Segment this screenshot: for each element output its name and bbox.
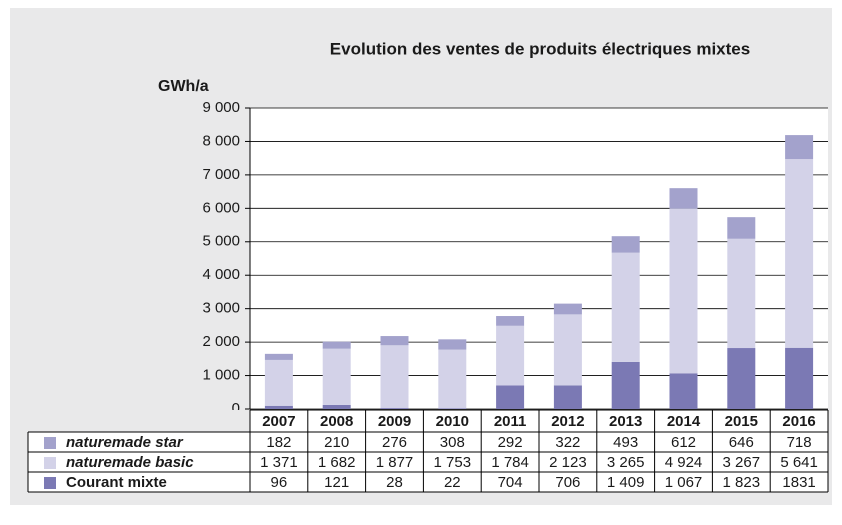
- bar-segment: [496, 316, 525, 326]
- x-tick-label: 2015: [725, 413, 758, 430]
- x-tick-label: 2014: [667, 413, 701, 430]
- x-tick-label: 2008: [320, 413, 353, 430]
- bar-segment: [496, 325, 525, 386]
- y-tick-label: 7 000: [202, 166, 240, 183]
- legend-swatch: [44, 457, 56, 469]
- table-value: 1 409: [607, 474, 645, 491]
- table-value: 612: [671, 434, 696, 451]
- bar-segment: [264, 359, 293, 406]
- bar-segment: [785, 135, 814, 160]
- legend-swatch: [44, 477, 56, 489]
- table-value: 704: [498, 474, 523, 491]
- bar-segment: [669, 188, 698, 209]
- table-value: 292: [498, 434, 523, 451]
- x-tick-label: 2012: [551, 413, 584, 430]
- table-value: 1 823: [723, 474, 761, 491]
- bar-segment: [611, 361, 640, 409]
- bar-segment: [438, 349, 467, 409]
- table-value: 706: [555, 474, 580, 491]
- table-value: 210: [324, 434, 349, 451]
- table-value: 4 924: [665, 454, 703, 471]
- table-value: 493: [613, 434, 638, 451]
- legend-label: naturemade star: [66, 434, 184, 451]
- bar-segment: [553, 385, 582, 409]
- bar-segment: [785, 347, 814, 409]
- bar-segment: [438, 408, 467, 409]
- legend-label: naturemade basic: [66, 454, 194, 471]
- table-value: 1 784: [491, 454, 529, 471]
- bar-segment: [496, 385, 525, 409]
- bar-segment: [611, 252, 640, 362]
- bar-segment: [669, 373, 698, 409]
- y-tick-label: 5 000: [202, 233, 240, 250]
- bar-segment: [553, 303, 582, 315]
- table-value: 308: [440, 434, 465, 451]
- bar-segment: [438, 339, 467, 350]
- x-tick-label: 2016: [782, 413, 815, 430]
- table-value: 182: [266, 434, 291, 451]
- bar-segment: [727, 348, 756, 409]
- table-value: 3 267: [723, 454, 761, 471]
- y-tick-label: 6 000: [202, 199, 240, 216]
- x-tick-label: 2010: [436, 413, 469, 430]
- table-blank-corner: [28, 410, 250, 432]
- bar-segment: [785, 159, 814, 348]
- bar-segment: [380, 345, 409, 409]
- bar-segment: [553, 314, 582, 386]
- table-value: 121: [324, 474, 349, 491]
- chart-title: Evolution des ventes de produits électri…: [330, 39, 750, 58]
- bar-segment: [611, 236, 640, 253]
- table-value: 718: [787, 434, 812, 451]
- table-value: 96: [271, 474, 288, 491]
- y-tick-label: 4 000: [202, 266, 240, 283]
- y-tick-label: 0: [232, 400, 240, 417]
- bar-segment: [322, 404, 351, 409]
- table-value: 276: [382, 434, 407, 451]
- x-tick-label: 2013: [609, 413, 642, 430]
- bar-segment: [380, 336, 409, 346]
- x-tick-label: 2007: [262, 413, 295, 430]
- table-value: 2 123: [549, 454, 587, 471]
- table-value: 3 265: [607, 454, 645, 471]
- y-tick-label: 1 000: [202, 367, 240, 384]
- y-tick-label: 9 000: [202, 99, 240, 116]
- table-value: 1 067: [665, 474, 703, 491]
- table-value: 1 371: [260, 454, 298, 471]
- bar-segment: [264, 405, 293, 409]
- table-value: 1 682: [318, 454, 356, 471]
- bar-segment: [322, 348, 351, 405]
- y-tick-label: 3 000: [202, 300, 240, 317]
- table-value: 28: [386, 474, 403, 491]
- table-value: 1 877: [376, 454, 414, 471]
- legend-label: Courant mixte: [66, 474, 167, 491]
- bar-segment: [264, 353, 293, 360]
- table-value: 22: [444, 474, 461, 491]
- x-tick-label: 2009: [378, 413, 411, 430]
- table-value: 1 753: [434, 454, 472, 471]
- y-axis-label: GWh/a: [158, 78, 209, 95]
- table-value: 322: [555, 434, 580, 451]
- table-value: 1831: [782, 474, 815, 491]
- bar-segment: [727, 238, 756, 349]
- legend-swatch: [44, 437, 56, 449]
- table-value: 646: [729, 434, 754, 451]
- bar-segment: [669, 208, 698, 374]
- table-value: 5 641: [780, 454, 818, 471]
- bar-segment: [322, 341, 351, 349]
- y-tick-label: 2 000: [202, 333, 240, 350]
- bar-segment: [727, 217, 756, 239]
- bar-segment: [380, 408, 409, 409]
- y-tick-label: 8 000: [202, 132, 240, 149]
- x-tick-label: 2011: [494, 413, 527, 430]
